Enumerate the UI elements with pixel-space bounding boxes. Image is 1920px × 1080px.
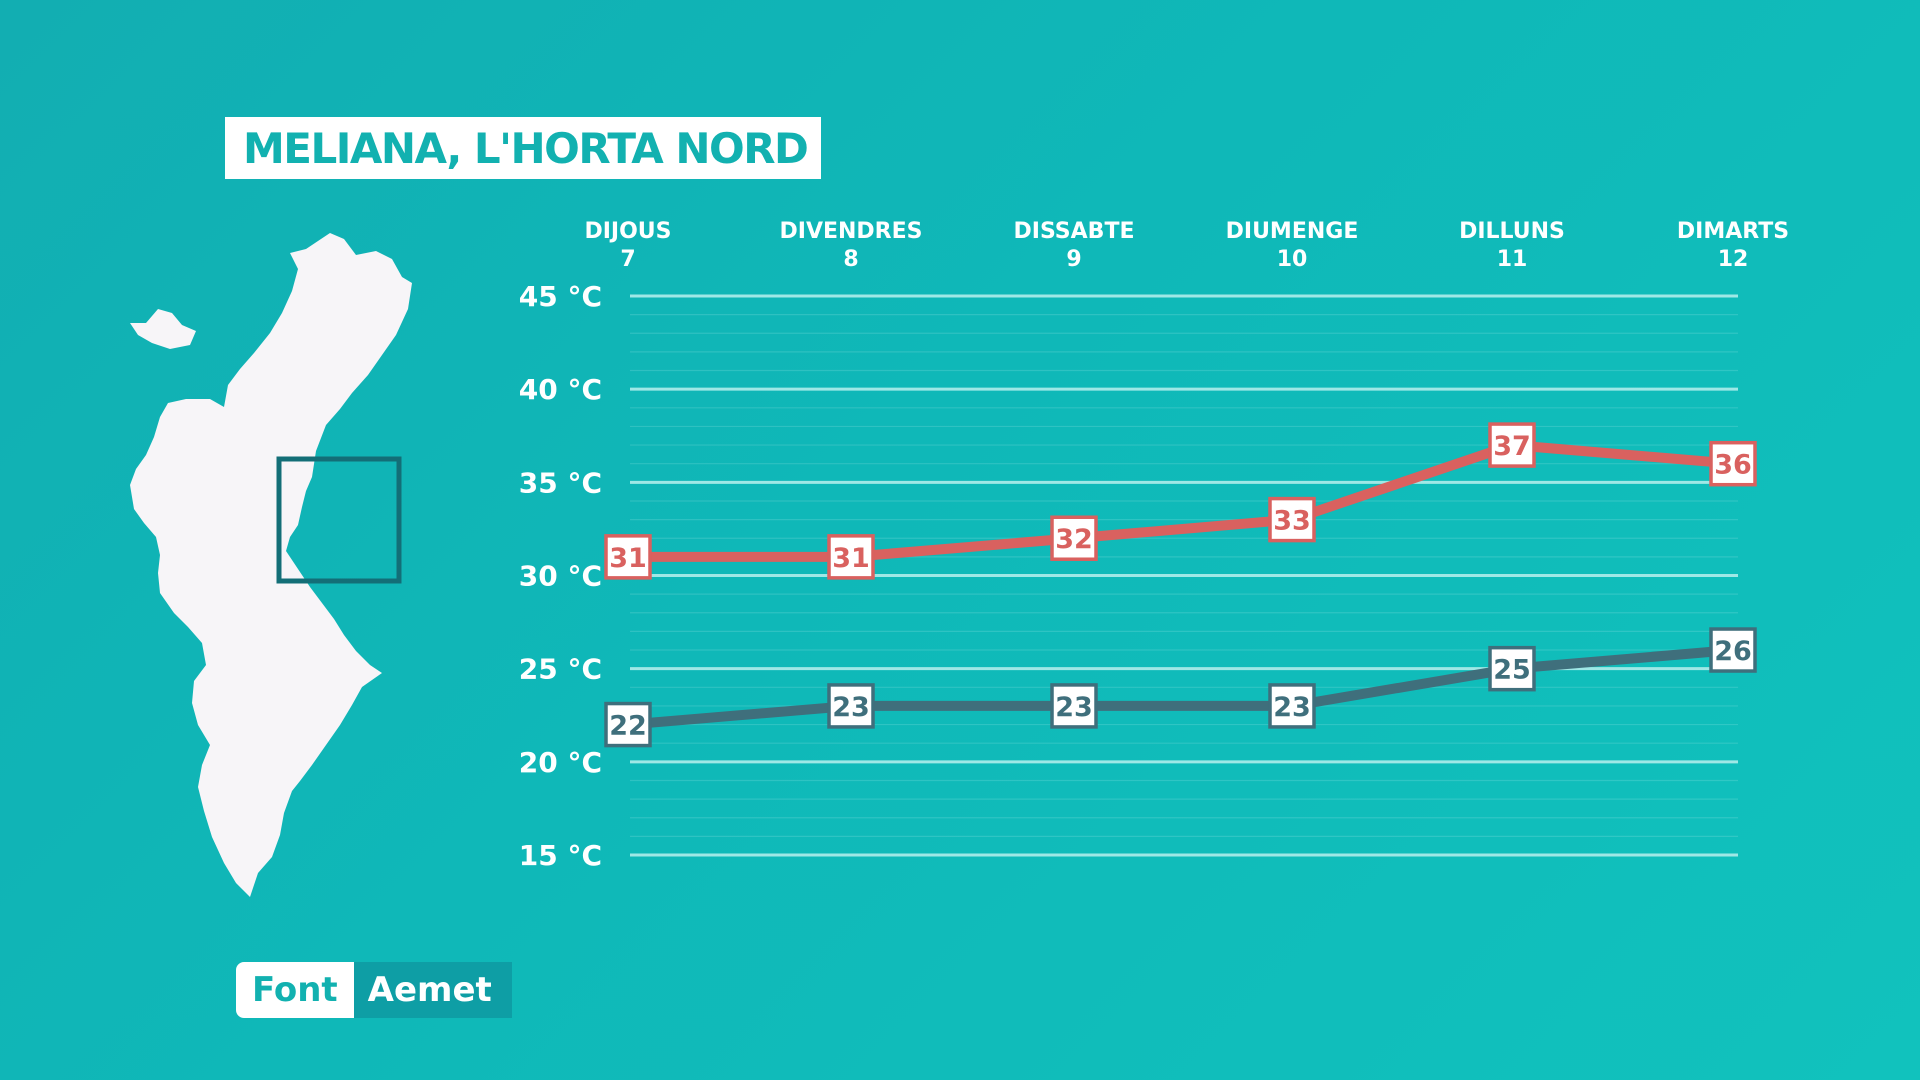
x-category-day: DIUMENGE [1226, 219, 1359, 244]
data-label-min: 26 [1714, 636, 1752, 667]
data-point-max [1709, 440, 1757, 487]
source-badge: Font Aemet [236, 962, 512, 1018]
x-category-date: 9 [1066, 247, 1081, 272]
x-category-date: 7 [620, 247, 635, 272]
data-label-max: 33 [1273, 506, 1311, 537]
y-tick-label: 30 °C [519, 560, 602, 593]
series-line-max [623, 440, 1738, 562]
data-label-max: 31 [609, 543, 647, 574]
data-point-max [604, 534, 652, 580]
data-point-min [1709, 627, 1757, 673]
x-category-date: 10 [1277, 247, 1308, 272]
y-tick-label: 15 °C [519, 839, 602, 872]
data-label-min: 25 [1493, 655, 1531, 686]
valencian-community-map-icon [130, 225, 480, 915]
source-label: Font [236, 962, 354, 1018]
x-category-day: DISSABTE [1014, 219, 1135, 244]
data-point-max [1268, 496, 1316, 543]
data-point-min [1050, 683, 1098, 729]
data-point-min [604, 701, 652, 748]
data-point-min [1268, 683, 1316, 729]
data-label-max: 36 [1714, 450, 1752, 481]
page-title: MELIANA, L'HORTA NORD [243, 123, 809, 173]
x-category-day: DIVENDRES [780, 219, 923, 244]
data-point-max [1050, 515, 1098, 561]
data-label-min: 23 [1055, 692, 1093, 723]
data-label-max: 31 [832, 543, 870, 574]
region-map-islet [130, 309, 196, 349]
y-tick-label: 35 °C [519, 466, 602, 499]
data-point-min [827, 683, 875, 729]
x-category-date: 8 [843, 247, 858, 272]
y-tick-label: 40 °C [519, 373, 602, 406]
title-box: MELIANA, L'HORTA NORD [225, 117, 822, 179]
y-tick-label: 25 °C [519, 653, 602, 686]
y-tick-label: 45 °C [519, 280, 602, 313]
y-tick-label: 20 °C [519, 746, 602, 779]
series-line-min [623, 645, 1738, 730]
region-map-shape [130, 233, 412, 897]
x-category-day: DIJOUS [584, 219, 671, 244]
x-category-day: DIMARTS [1677, 219, 1789, 244]
source-value: Aemet [353, 962, 512, 1018]
data-point-max [827, 534, 875, 580]
horta-nord-region-box [276, 456, 402, 584]
data-label-min: 23 [1273, 692, 1311, 723]
data-point-min [1488, 645, 1536, 692]
data-label-max: 32 [1055, 524, 1093, 555]
data-label-min: 22 [609, 711, 647, 742]
x-category-date: 11 [1497, 247, 1528, 272]
x-category-day: DILLUNS [1459, 219, 1565, 244]
x-category-date: 12 [1718, 247, 1749, 272]
data-label-min: 23 [832, 692, 870, 723]
data-point-max [1488, 422, 1536, 468]
data-label-max: 37 [1493, 431, 1531, 462]
